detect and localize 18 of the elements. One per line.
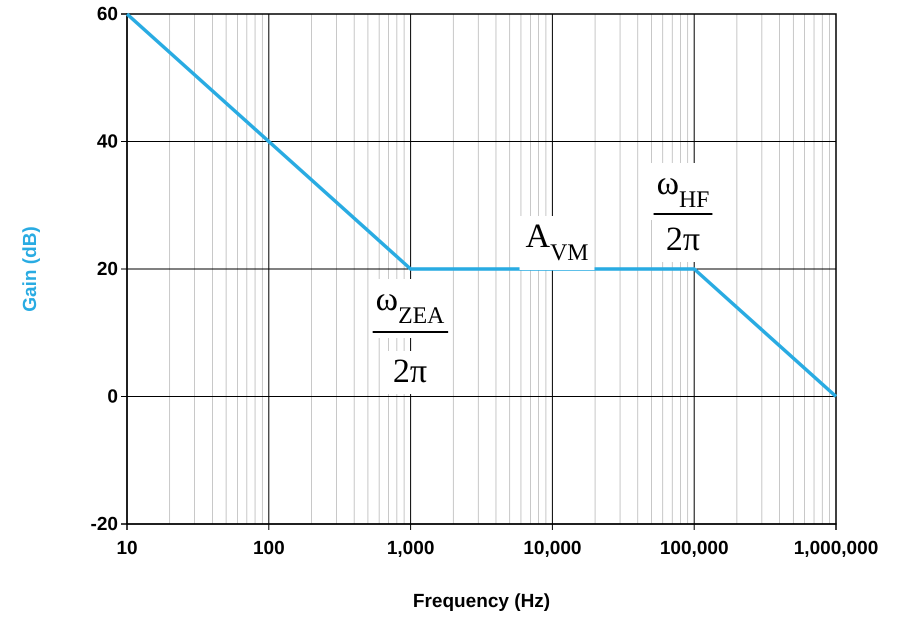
- y-tick-label: -20: [90, 514, 118, 536]
- y-tick-label: 20: [96, 259, 118, 280]
- x-tick-label: 10,000: [523, 538, 582, 559]
- x-tick-label: 100,000: [660, 538, 729, 559]
- x-axis-title: Frequency (Hz): [412, 591, 550, 612]
- x-tick-label: 10: [116, 538, 138, 559]
- annotation: ω$_{ZEA}$: [376, 281, 446, 329]
- x-tick-label: 1,000: [386, 538, 434, 559]
- annotation: 2π: [666, 221, 700, 258]
- annotation: ω$_{HF}$: [656, 165, 710, 213]
- x-tick-label: 1,000,000: [794, 538, 878, 559]
- y-axis-title: Gain (dB): [20, 226, 41, 312]
- x-tick-label: 100: [252, 538, 285, 559]
- y-tick-label: 40: [96, 132, 118, 153]
- annotation: 2π: [392, 353, 428, 390]
- y-tick-label: 60: [96, 4, 118, 26]
- y-tick-label: 0: [107, 386, 118, 408]
- annotation: A$_{VM}$: [526, 218, 588, 266]
